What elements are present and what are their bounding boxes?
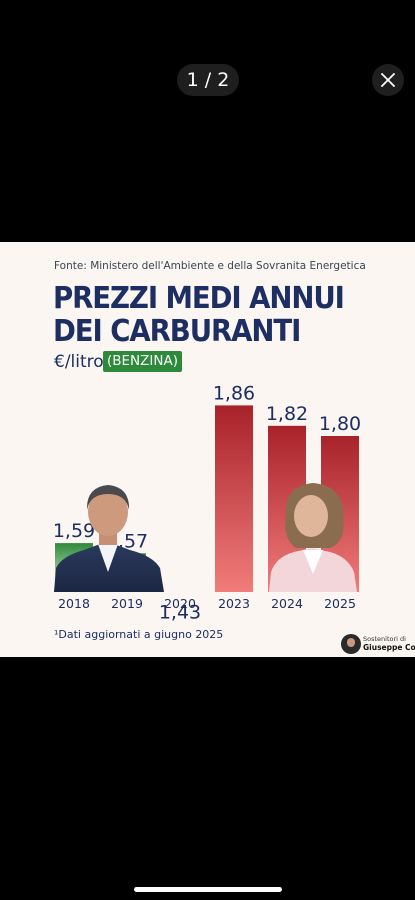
logo-line-1: Sostenitori di: [363, 635, 406, 643]
infographic-card: Fonte: Ministero dell'Ambiente e della S…: [0, 242, 415, 657]
bar-chart: 1,59 1,571,431,861,82 1,80 2018 2019 2020 202…: [53, 382, 361, 624]
chart-title: PREZZI MEDI ANNUI DEI CARBURANTI: [53, 282, 347, 348]
value-label-2018: 1,59: [53, 520, 95, 542]
woman-face: [294, 495, 328, 537]
tick-label-2018: 2018: [58, 596, 90, 611]
man-head: [88, 488, 128, 536]
man-photo: [54, 485, 164, 592]
man-hair: [86, 485, 130, 510]
value-label-2025: 1,80: [319, 413, 361, 435]
logo-avatar: [341, 634, 361, 654]
logo-line-2: Giuseppe Conte: [363, 643, 415, 652]
page-counter: 1 / 2: [177, 64, 239, 96]
unit-label: €/litro: [54, 352, 104, 372]
footnote: ¹Dati aggiornati a giugno 2025: [54, 628, 224, 641]
fuel-type-badge: (BENZINA): [103, 351, 182, 372]
tick-label-2023: 2023: [218, 596, 250, 611]
value-label-2024: 1,82: [266, 403, 308, 425]
home-indicator[interactable]: [134, 887, 282, 892]
title-line-1: PREZZI MEDI ANNUI: [53, 281, 345, 316]
close-icon: [381, 73, 395, 87]
source-text: Fonte: Ministero dell'Ambiente e della S…: [54, 260, 366, 272]
woman-blouse: [303, 550, 323, 574]
woman-photo: [269, 483, 357, 592]
supporters-logo: Sostenitori di Giuseppe Conte: [341, 634, 415, 656]
title-line-2: DEI CARBURANTI: [53, 314, 301, 349]
tick-label-2019: 2019: [111, 596, 143, 611]
value-label-2023: 1,86: [213, 382, 255, 404]
bar-2023: [215, 405, 253, 592]
close-button[interactable]: [372, 64, 404, 96]
tick-label-2024: 2024: [271, 596, 303, 611]
man-shirt: [98, 544, 118, 572]
tick-label-2025: 2025: [324, 596, 356, 611]
value-label-2020: 1,43: [159, 602, 201, 624]
tick-label-2020: 2020: [164, 596, 196, 611]
